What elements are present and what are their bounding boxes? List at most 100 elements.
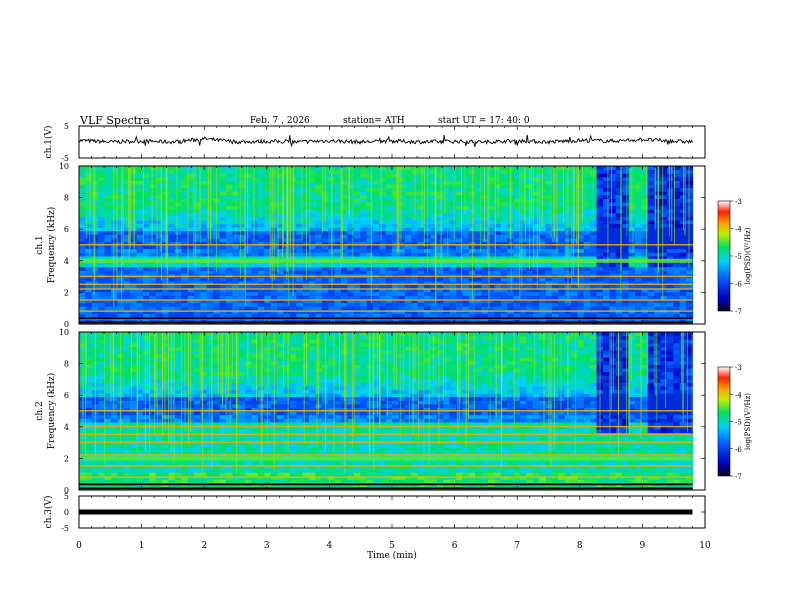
spectrogram-streak: [199, 166, 201, 230]
spectrogram-cell: [398, 255, 406, 260]
spectrogram-cell: [238, 245, 246, 250]
spectrogram-cell: [590, 176, 598, 181]
spectrogram-cell: [296, 180, 304, 185]
spectrogram-cell: [315, 180, 323, 185]
spectrogram-cell: [98, 332, 106, 337]
spectrogram-cell: [142, 173, 150, 178]
spectrogram-cell: [622, 223, 630, 228]
spectrogram-cell: [673, 252, 681, 257]
spectrogram-cell: [475, 298, 483, 304]
spectrogram-cell: [117, 173, 125, 178]
spectrogram-streak: [645, 166, 647, 269]
spectrogram-cell: [347, 280, 355, 286]
spectrogram-cell: [571, 270, 579, 275]
spectrogram-cell: [666, 266, 674, 271]
spectrogram-cell: [430, 288, 438, 293]
spectrogram-cell: [104, 295, 112, 300]
spectrogram-cell: [111, 414, 118, 419]
spectrogram-cell: [104, 339, 112, 344]
spectrogram-cell: [609, 180, 617, 185]
spectrogram-cell: [666, 245, 674, 250]
spectrogram-cell: [123, 407, 131, 412]
spectrogram-cell: [136, 230, 144, 235]
spectrogram-cell: [98, 446, 106, 452]
spectrogram-cell: [174, 184, 182, 189]
spectrogram-cell: [104, 237, 112, 242]
spectrogram-cell: [245, 166, 253, 171]
spectrogram-cell: [539, 255, 547, 260]
spectrogram-cell: [475, 284, 483, 289]
spectrogram-cell: [603, 284, 610, 289]
spectrogram-streak: [216, 166, 217, 222]
spectrogram-cell: [149, 166, 157, 171]
spectrogram-cell: [104, 407, 112, 412]
spectrogram-cell: [277, 205, 285, 210]
spectrogram-cell: [577, 209, 585, 214]
spectrogram-cell: [373, 184, 380, 189]
spectrogram-cell: [430, 245, 438, 250]
spectrogram-cell: [104, 353, 112, 358]
spectrogram-cell: [213, 280, 221, 286]
spectrogram-cell: [615, 205, 623, 210]
spectrogram-cell: [385, 169, 393, 174]
spectrogram-cell: [686, 280, 694, 286]
spectrogram-cell: [353, 223, 361, 228]
spectrogram-cell: [277, 166, 285, 171]
spectrogram-cell: [245, 252, 253, 257]
spectrogram-cell: [545, 298, 553, 304]
spectrogram-cell: [187, 230, 195, 235]
spectrogram-cell: [686, 191, 694, 196]
spectrogram-cell: [130, 450, 138, 455]
spectrogram-cell: [206, 313, 214, 318]
spectrogram-cell: [79, 241, 86, 246]
spectrogram-cell: [79, 212, 86, 217]
spectrogram-cell: [609, 284, 617, 289]
spectrogram-cell: [347, 306, 355, 311]
spectrogram-cell: [123, 385, 131, 391]
spectrogram-cell: [341, 216, 348, 221]
spectrogram-cell: [181, 306, 189, 311]
spectrogram-cell: [379, 198, 387, 203]
spectrogram-streak: [165, 166, 167, 261]
spectrogram-streak: [440, 166, 442, 270]
spectrogram-streak: [620, 166, 622, 271]
spectrogram-cell: [219, 302, 227, 307]
spectrogram-cell: [436, 291, 444, 296]
spectrogram-streak: [626, 166, 628, 236]
spectrogram-cell: [481, 295, 489, 300]
spectrogram-cell: [142, 280, 150, 286]
spectrogram-cell: [551, 252, 559, 257]
spectrogram-cell: [488, 284, 495, 289]
spectrogram-cell: [149, 263, 157, 268]
spectrogram-cell: [219, 245, 227, 250]
spectrogram-cell: [603, 184, 610, 189]
spectrogram-cell: [136, 255, 144, 260]
spectrogram-cell: [488, 306, 495, 311]
spectrogram-cell: [475, 270, 483, 275]
spectrogram-cell: [583, 284, 591, 289]
spectrogram-cell: [641, 216, 649, 221]
spectrogram-cell: [411, 291, 419, 296]
spectrogram-cell: [590, 306, 598, 311]
spectrogram-cell: [462, 187, 470, 192]
spectrogram-cell: [417, 169, 425, 174]
spectrogram-cell: [104, 479, 112, 484]
spectrogram-cell: [200, 176, 208, 181]
spectrogram-cell: [277, 255, 285, 260]
spectrogram-cell: [117, 198, 125, 203]
spectrogram-cell: [398, 248, 406, 253]
spectrogram-cell: [168, 201, 176, 207]
spectrogram-cell: [666, 234, 674, 239]
spectrogram-cell: [494, 230, 502, 235]
spectrogram-cell: [98, 284, 106, 289]
spectrogram-cell: [673, 173, 681, 178]
spectrogram-cell: [647, 277, 655, 282]
spectrogram-cell: [238, 201, 246, 207]
spectrogram-cell: [500, 187, 508, 192]
spectrogram-cell: [417, 176, 425, 181]
spectrogram-cell: [181, 313, 189, 318]
spectrogram-cell: [111, 263, 118, 268]
spectrogram-cell: [117, 270, 125, 275]
spectrogram-cell: [123, 342, 131, 347]
spectrogram-cell: [123, 313, 131, 318]
